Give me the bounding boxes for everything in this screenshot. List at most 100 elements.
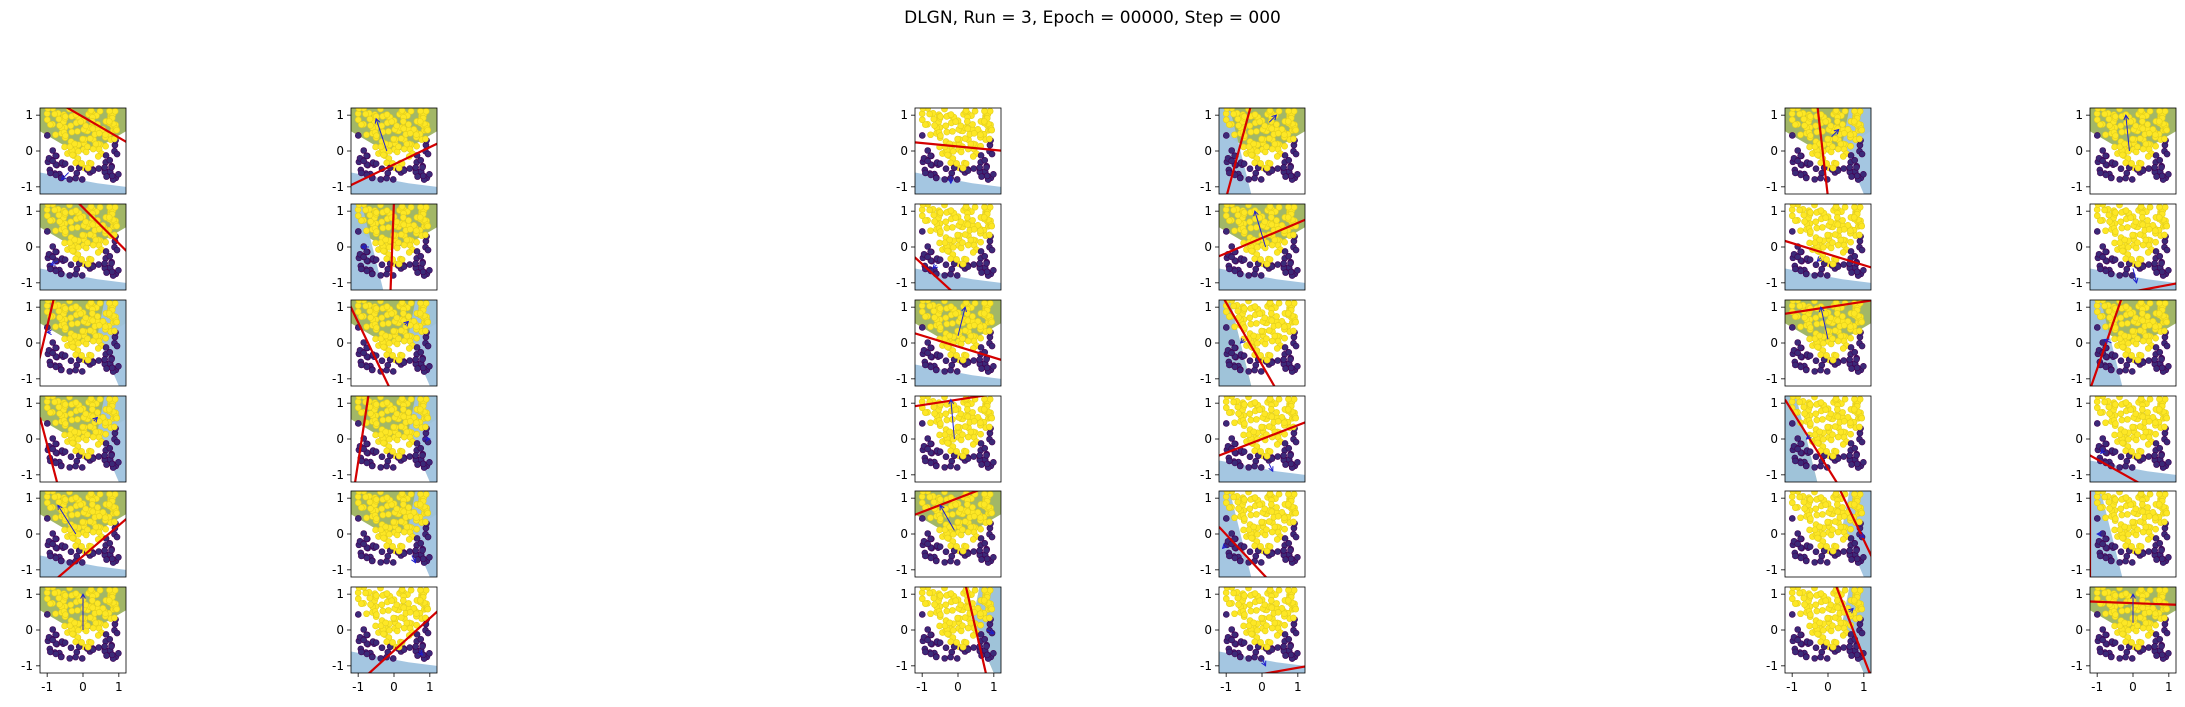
purple-point bbox=[927, 363, 935, 371]
purple-point bbox=[1294, 266, 1301, 274]
purple-point bbox=[924, 339, 932, 346]
purple-point bbox=[2111, 160, 2119, 167]
purple-point bbox=[1817, 174, 1824, 182]
yellow-point bbox=[1290, 231, 1297, 239]
yellow-point bbox=[88, 310, 96, 317]
yellow-point bbox=[1837, 428, 1845, 436]
yellow-point bbox=[413, 525, 420, 533]
yellow-point bbox=[944, 247, 951, 255]
yellow-point bbox=[1235, 122, 1242, 129]
yellow-point bbox=[2094, 300, 2102, 304]
purple-point bbox=[1797, 344, 1804, 352]
yellow-point bbox=[84, 164, 92, 172]
yellow-point bbox=[1847, 227, 1854, 235]
yellow-point bbox=[954, 423, 961, 431]
purple-point bbox=[52, 535, 59, 543]
yellow-point bbox=[927, 514, 934, 522]
purple-point bbox=[412, 164, 419, 171]
yellow-point bbox=[102, 142, 109, 150]
y-tick-label: 1 bbox=[900, 108, 908, 122]
decision-boundary bbox=[40, 300, 55, 362]
yellow-point bbox=[2093, 116, 2101, 124]
purple-point bbox=[927, 440, 934, 448]
yellow-point bbox=[1813, 320, 1821, 328]
purple-point bbox=[49, 157, 56, 165]
yellow-point bbox=[379, 416, 387, 424]
subplot-r1-c3: 10-1 bbox=[1200, 203, 1306, 291]
purple-point bbox=[1788, 420, 1796, 427]
y-tick-label: -1 bbox=[1200, 276, 1212, 290]
yellow-point bbox=[44, 300, 52, 304]
yellow-point bbox=[72, 303, 80, 310]
yellow-point bbox=[977, 525, 984, 533]
yellow-point bbox=[2137, 160, 2145, 167]
purple-point bbox=[1858, 438, 1866, 446]
purple-point bbox=[113, 150, 121, 158]
purple-point bbox=[2097, 169, 2104, 177]
yellow-point bbox=[2117, 122, 2125, 130]
yellow-point bbox=[970, 418, 978, 425]
purple-point bbox=[2093, 420, 2101, 427]
yellow-point bbox=[2128, 256, 2135, 263]
yellow-point bbox=[400, 125, 407, 132]
yellow-point bbox=[931, 314, 938, 321]
yellow-point bbox=[377, 239, 385, 247]
yellow-point bbox=[74, 511, 81, 518]
purple-point bbox=[49, 147, 57, 154]
purple-point bbox=[977, 248, 985, 255]
yellow-point bbox=[424, 414, 432, 422]
yellow-point bbox=[74, 128, 81, 135]
yellow-point bbox=[393, 505, 401, 513]
yellow-point bbox=[367, 218, 374, 225]
y-tick-label: -1 bbox=[2071, 372, 2083, 386]
yellow-point bbox=[2105, 211, 2113, 219]
purple-point bbox=[970, 453, 978, 460]
purple-point bbox=[1226, 457, 1233, 465]
yellow-point bbox=[1850, 118, 1858, 125]
yellow-point bbox=[424, 318, 432, 326]
yellow-point bbox=[69, 534, 76, 542]
purple-point bbox=[1847, 152, 1855, 159]
yellow-point bbox=[72, 494, 80, 501]
normal-arrow bbox=[61, 172, 70, 181]
normal-arrow bbox=[957, 307, 966, 336]
purple-point bbox=[363, 554, 371, 562]
yellow-point bbox=[1281, 238, 1288, 246]
purple-point bbox=[941, 559, 949, 566]
purple-point bbox=[1236, 462, 1244, 470]
purple-point bbox=[61, 160, 69, 167]
yellow-point bbox=[1275, 204, 1283, 211]
yellow-point bbox=[1265, 327, 1273, 334]
yellow-point bbox=[69, 439, 76, 447]
purple-point bbox=[1811, 176, 1819, 183]
yellow-point bbox=[106, 396, 113, 403]
purple-point bbox=[1231, 267, 1239, 275]
yellow-point bbox=[957, 218, 965, 226]
yellow-point bbox=[400, 508, 407, 515]
yellow-point bbox=[2152, 430, 2159, 438]
yellow-point bbox=[398, 396, 406, 402]
purple-point bbox=[918, 228, 926, 235]
yellow-point bbox=[944, 534, 951, 542]
purple-point bbox=[1240, 352, 1248, 359]
purple-point bbox=[47, 169, 54, 177]
purple-point bbox=[953, 176, 961, 183]
yellow-point bbox=[1822, 118, 1830, 126]
yellow-point bbox=[1231, 131, 1238, 139]
yellow-point bbox=[2152, 131, 2159, 139]
yellow-point bbox=[79, 423, 86, 431]
y-tick-label: 1 bbox=[900, 396, 908, 410]
yellow-point bbox=[1253, 148, 1261, 155]
y-tick-label: 0 bbox=[25, 432, 33, 446]
purple-point bbox=[372, 543, 380, 550]
yellow-point bbox=[1250, 140, 1257, 148]
purple-point bbox=[2152, 344, 2160, 351]
yellow-point bbox=[2155, 406, 2163, 413]
yellow-point bbox=[422, 327, 429, 335]
yellow-point bbox=[2145, 226, 2153, 233]
yellow-point bbox=[373, 209, 380, 216]
yellow-point bbox=[962, 543, 970, 550]
yellow-point bbox=[405, 121, 412, 128]
yellow-point bbox=[1840, 418, 1848, 425]
yellow-point bbox=[942, 122, 950, 130]
